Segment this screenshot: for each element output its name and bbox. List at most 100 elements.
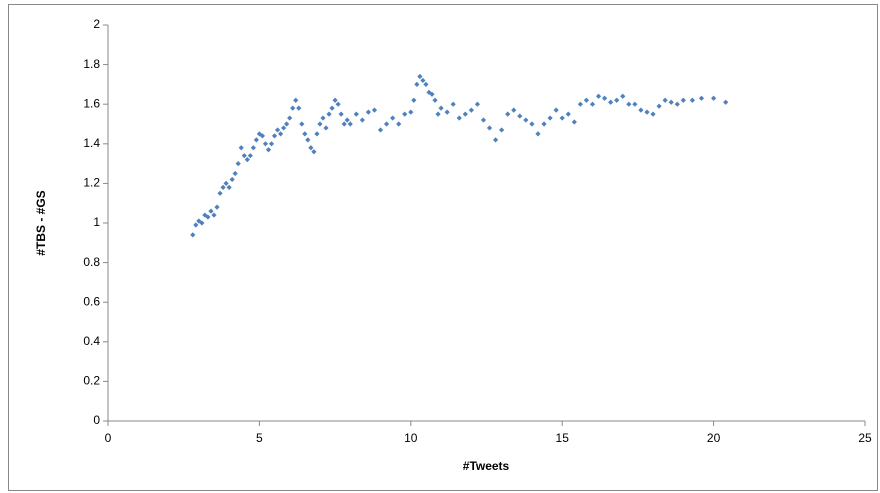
point: [577, 101, 583, 107]
point: [317, 121, 323, 127]
point: [511, 107, 517, 113]
point: [217, 190, 223, 196]
point: [589, 101, 596, 107]
point: [535, 131, 541, 137]
y-tick-label: 0.2: [83, 374, 100, 388]
point: [235, 161, 241, 167]
point: [259, 133, 266, 139]
point: [420, 77, 426, 84]
point: [432, 97, 438, 103]
y-tick-label: 1.2: [83, 176, 100, 190]
point: [674, 101, 680, 107]
point: [244, 157, 250, 163]
point: [689, 97, 696, 103]
point: [281, 125, 287, 131]
y-tick-label: 1: [93, 215, 100, 229]
y-tick-label: 2: [93, 17, 100, 31]
point: [632, 101, 638, 107]
y-tick-label: 0: [93, 413, 100, 427]
x-tick-label: 10: [404, 431, 418, 445]
point: [290, 105, 296, 111]
point: [499, 127, 505, 133]
point: [423, 81, 429, 87]
point: [214, 204, 220, 210]
point: [426, 89, 432, 95]
point: [262, 141, 269, 147]
x-tick-label: 0: [105, 431, 112, 445]
point: [305, 137, 311, 143]
y-tick-label: 0.6: [83, 294, 100, 308]
point: [601, 95, 608, 101]
point: [193, 222, 199, 228]
point: [226, 184, 232, 190]
point: [462, 111, 468, 117]
point: [711, 95, 717, 101]
point: [308, 145, 314, 151]
point: [390, 115, 396, 121]
point: [638, 107, 644, 113]
point: [299, 121, 305, 127]
point: [547, 115, 553, 121]
point: [595, 93, 602, 99]
point: [650, 111, 656, 117]
point: [229, 176, 235, 183]
point: [311, 149, 317, 155]
point: [220, 184, 226, 190]
point: [344, 117, 350, 123]
point: [326, 111, 332, 117]
point: [662, 97, 668, 103]
x-axis-title: #Tweets: [463, 459, 510, 473]
point: [450, 101, 456, 107]
point: [583, 97, 590, 103]
point: [723, 99, 729, 105]
point: [435, 111, 441, 117]
point: [338, 111, 344, 117]
x-tick-label: 5: [256, 431, 263, 445]
point: [241, 153, 247, 159]
point: [341, 121, 347, 127]
point: [377, 127, 384, 133]
point: [253, 137, 259, 143]
chart-frame: [8, 4, 878, 491]
point: [541, 121, 547, 127]
point: [232, 170, 238, 177]
point: [438, 105, 444, 111]
point: [468, 107, 474, 113]
point: [190, 232, 196, 238]
point: [277, 131, 284, 137]
point: [559, 115, 565, 121]
y-tick-label: 1.8: [83, 57, 100, 71]
point: [329, 105, 335, 111]
point: [247, 153, 253, 159]
point: [287, 115, 293, 121]
x-tick-label: 25: [858, 431, 872, 445]
point: [608, 99, 614, 105]
point: [314, 131, 320, 137]
point: [265, 147, 272, 153]
point: [359, 117, 365, 123]
point: [444, 109, 450, 115]
point: [429, 91, 435, 97]
point: [320, 115, 326, 121]
point: [268, 141, 275, 147]
point: [474, 101, 481, 107]
point: [529, 121, 535, 127]
point: [211, 212, 217, 218]
point: [486, 125, 493, 131]
point: [199, 220, 205, 226]
x-tick-label: 20: [707, 431, 721, 445]
point: [517, 113, 523, 119]
point: [680, 97, 686, 103]
point: [553, 107, 559, 113]
point: [644, 109, 650, 115]
point: [668, 99, 674, 105]
y-axis-title: #TBS - #GS: [34, 190, 48, 255]
point: [208, 208, 214, 214]
point: [417, 73, 423, 80]
point: [335, 101, 341, 107]
point: [296, 105, 302, 111]
point: [505, 111, 511, 117]
point: [620, 93, 626, 99]
